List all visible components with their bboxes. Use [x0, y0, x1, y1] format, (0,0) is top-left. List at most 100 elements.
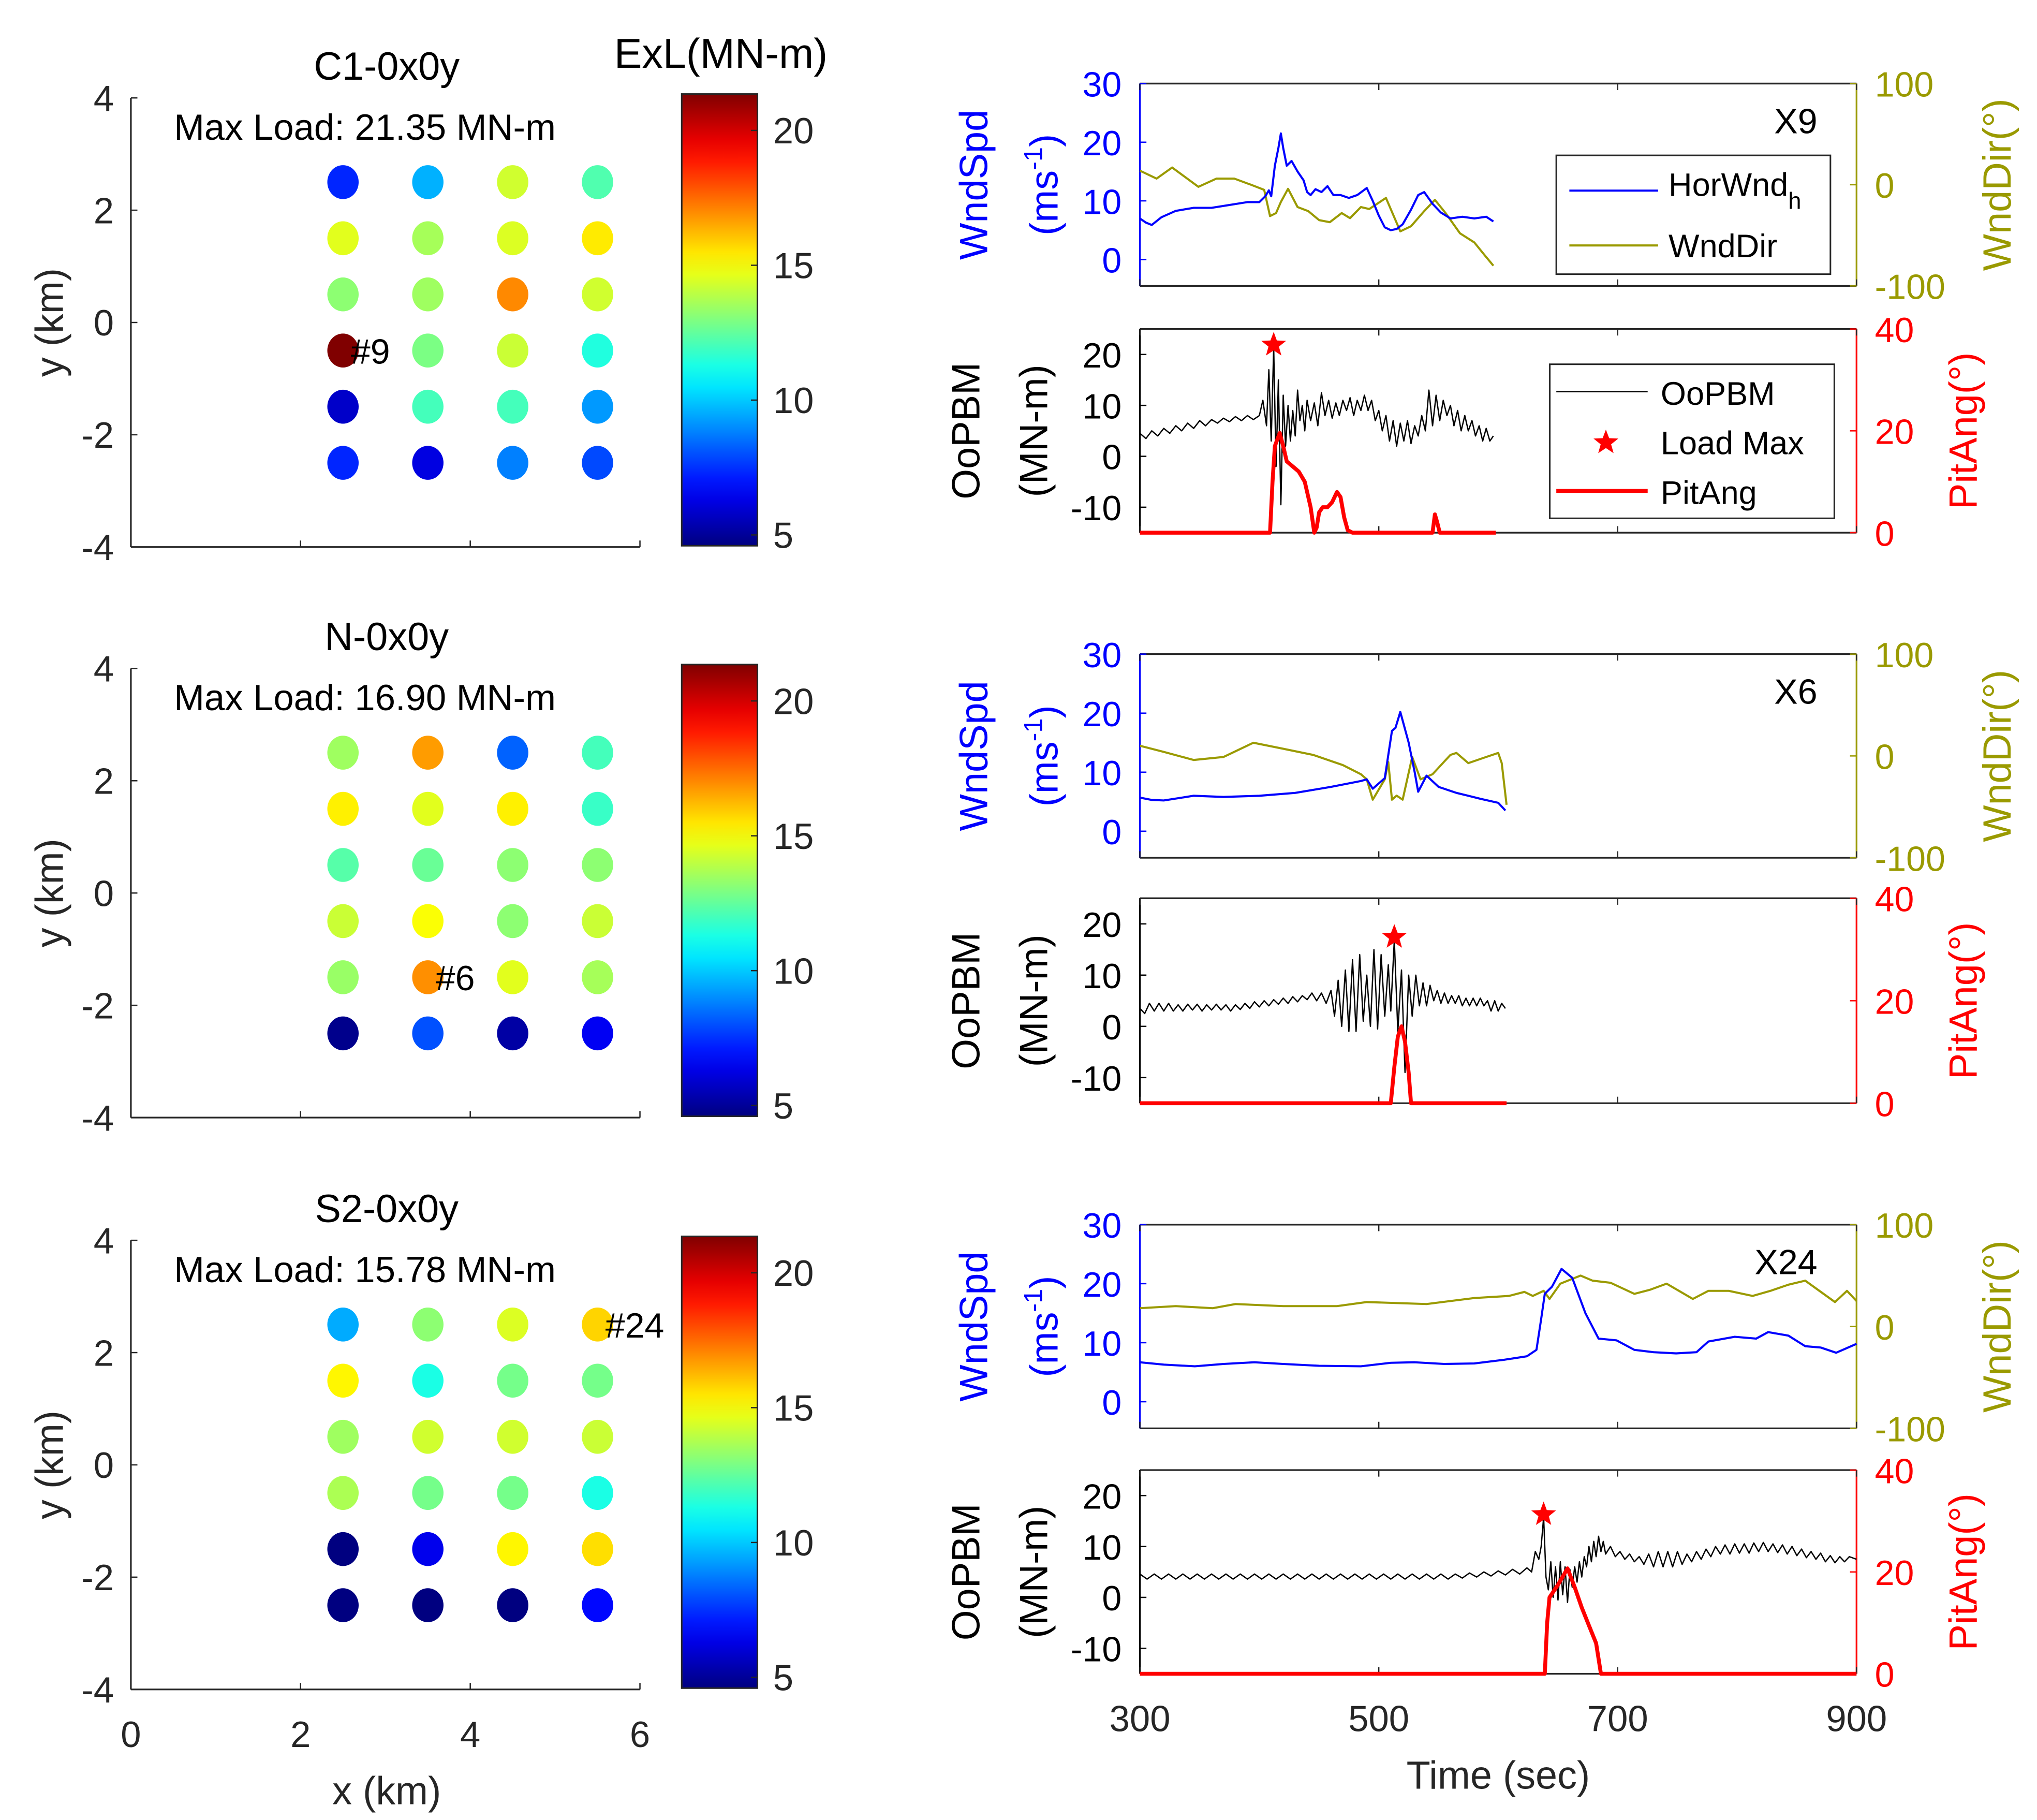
unit-superscript: -1 [1018, 147, 1047, 170]
right-y-tick-label: 100 [1875, 636, 1934, 675]
turbine-dot [582, 389, 613, 424]
oopbm-line [1139, 347, 1494, 506]
left-y-tick-label: -10 [1071, 1630, 1121, 1669]
pitch-angle-label: PitAng(°) [1942, 922, 1985, 1080]
y-tick-label: -4 [81, 527, 114, 568]
oopbm-label: OoPBM [944, 362, 988, 500]
load-panel-X9: -10 0 10 20 0 20 40 OoPBM (MN-m) PitAng(°) OoPBM Lo… [944, 311, 1985, 553]
turbine-dot [497, 960, 528, 994]
oopbm-line [1139, 939, 1506, 1074]
turbine-dot [412, 389, 444, 424]
right-y-tick-label: 0 [1875, 1085, 1895, 1124]
turbine-dot [497, 333, 528, 368]
left-y-tick-label: 20 [1083, 1265, 1122, 1304]
turbine-dot [582, 1016, 613, 1051]
load-max-star-marker [1261, 332, 1287, 356]
turbine-dot [412, 277, 444, 312]
wind-direction-label: WndDir(°) [1976, 1240, 2019, 1413]
right-y-tick-label: 0 [1875, 738, 1895, 777]
colorbar-tick-label: 5 [773, 515, 793, 556]
time-axis-label: Time (sec) [1407, 1754, 1590, 1797]
turbine-dot [327, 1532, 359, 1566]
turbine-dot [497, 389, 528, 424]
turbine-dot [582, 333, 613, 368]
turbine-dot [497, 736, 528, 770]
left-y-tick-label: 30 [1083, 1206, 1122, 1245]
turbine-dot [582, 848, 613, 882]
load-max-star-marker [1593, 429, 1618, 453]
y-tick-label: -2 [81, 415, 114, 456]
left-y-tick-label: 0 [1102, 1579, 1121, 1618]
turbine-dot [412, 736, 444, 770]
turbine-dot [497, 904, 528, 938]
unit-text: (ms [1023, 170, 1067, 236]
turbine-dot [497, 277, 528, 312]
x-axis-label: x (km) [332, 1770, 441, 1813]
turbine-dot [497, 165, 528, 199]
right-y-tick-label: 0 [1875, 1655, 1895, 1695]
left-y-tick-label: 20 [1083, 905, 1122, 945]
pitch-angle-line [1140, 431, 1496, 535]
y-tick-label: 2 [94, 190, 114, 231]
legend-label-wnddir: WndDir [1669, 228, 1777, 265]
wind-speed-unit-label: (ms-1) [1018, 705, 1066, 806]
left-y-tick-label: 20 [1083, 336, 1122, 375]
turbine-dot [327, 221, 359, 256]
right-y-tick-label: 0 [1875, 514, 1895, 553]
y-tick-label: 2 [94, 761, 114, 802]
max-turbine-label: #9 [351, 332, 390, 371]
left-y-tick-label: 10 [1083, 182, 1122, 222]
max-load-annotation: Max Load: 15.78 MN-m [174, 1249, 556, 1290]
right-y-tick-label: 0 [1875, 1308, 1895, 1347]
left-y-tick-label: 20 [1083, 124, 1122, 163]
legend-box [1555, 154, 1832, 275]
turbine-dot [497, 848, 528, 882]
right-y-tick-label: 20 [1875, 982, 1914, 1022]
wind-direction-label: WndDir(°) [1976, 98, 2019, 271]
right-y-tick-label: 40 [1875, 1451, 1914, 1491]
y-axis-label: y (km) [28, 268, 72, 377]
turbine-dot [327, 1419, 359, 1454]
turbine-dot [497, 446, 528, 480]
y-tick-label: 2 [94, 1332, 114, 1373]
unit-close: ) [1023, 134, 1067, 147]
load-max-star-marker [1382, 924, 1407, 948]
y-tick-label: 0 [94, 873, 114, 914]
turbine-dot [327, 904, 359, 938]
turbine-dot [582, 1308, 613, 1342]
oopbm-unit-label: (MN-m) [1012, 1506, 1056, 1638]
turbine-dot [327, 333, 359, 368]
legend-label-load-max: Load Max [1661, 425, 1804, 462]
turbine-dot [497, 1419, 528, 1454]
turbine-dot [497, 1016, 528, 1051]
unit-text: (ms [1023, 741, 1067, 806]
load-panel-X6: -10 0 10 20 0 20 40 OoPBM (MN-m) PitAng(°) [944, 880, 1985, 1124]
x-tick-label: 0 [121, 1714, 141, 1755]
left-y-tick-label: 0 [1102, 813, 1121, 852]
legend-label-oopbm: OoPBM [1661, 376, 1775, 412]
turbine-dot [497, 1363, 528, 1398]
wind-speed-label: WndSpd [952, 110, 996, 260]
turbine-dot [497, 1476, 528, 1510]
unit-close: ) [1023, 1276, 1067, 1289]
turbine-dot [327, 848, 359, 882]
unit-superscript: -1 [1018, 1289, 1047, 1312]
wind-speed-line [1139, 132, 1494, 231]
y-tick-label: 0 [94, 302, 114, 343]
turbine-dot [582, 446, 613, 480]
turbine-dot [582, 277, 613, 312]
colorbar-tick-label: 10 [773, 380, 814, 421]
unit-text: (ms [1023, 1312, 1067, 1377]
colorbar-tick-label: 15 [773, 245, 814, 286]
turbine-id-label: X6 [1774, 672, 1817, 711]
right-y-tick-label: -100 [1875, 1410, 1945, 1449]
panel-title: N-0x0y [324, 615, 449, 659]
turbine-dot [582, 791, 613, 826]
turbine-dot [582, 960, 613, 994]
colorbar-tick-label: 20 [773, 1253, 814, 1294]
wind-speed-line [1140, 1268, 1857, 1368]
turbine-dot [412, 446, 444, 480]
right-y-tick-label: -100 [1875, 839, 1945, 878]
colorbar-tick-label: 5 [773, 1085, 793, 1126]
